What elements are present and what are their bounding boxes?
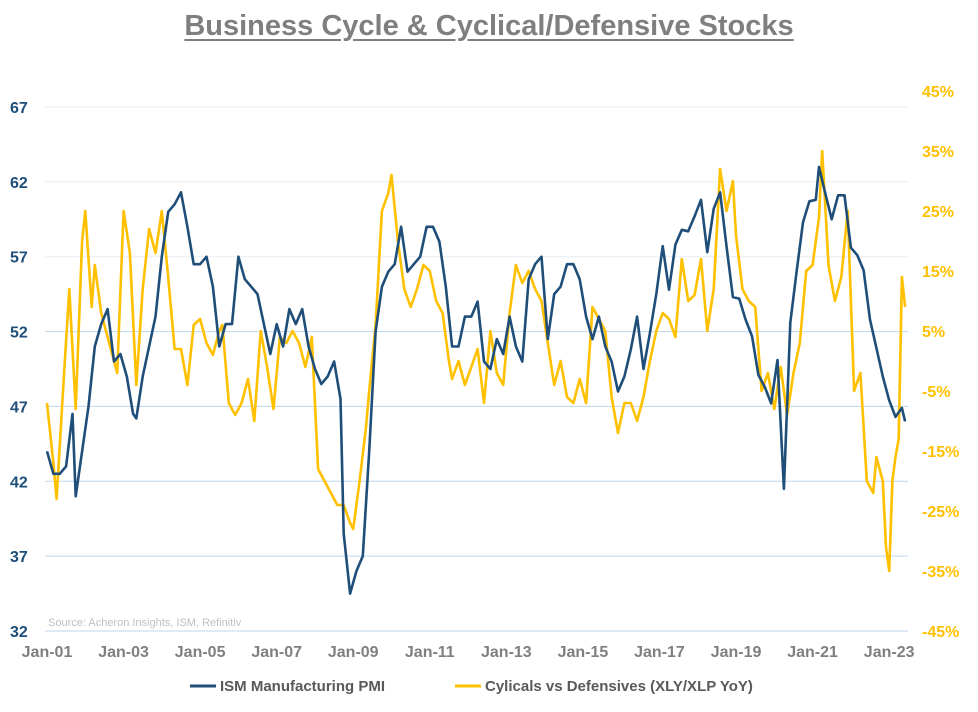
right-tick-label: -15% <box>922 444 959 461</box>
x-tick-label: Jan-23 <box>864 644 915 661</box>
series-line-1 <box>45 149 907 573</box>
left-tick-label: 32 <box>10 624 28 641</box>
legend-label: Cylicals vs Defensives (XLY/XLP YoY) <box>485 678 753 695</box>
right-tick-label: -35% <box>922 564 959 581</box>
legend: ISM Manufacturing PMI Cylicals vs Defensi… <box>190 678 753 695</box>
right-tick-label: 45% <box>922 84 954 101</box>
right-tick-label: 25% <box>922 204 954 221</box>
x-tick-label: Jan-15 <box>558 644 609 661</box>
chart-title: Business Cycle & Cyclical/Defensive Stoc… <box>184 10 794 42</box>
x-tick-label: Jan-21 <box>787 644 838 661</box>
series-lines <box>45 149 907 595</box>
x-tick-label: Jan-19 <box>711 644 762 661</box>
x-tick-label: Jan-07 <box>251 644 302 661</box>
right-tick-label: 5% <box>922 324 945 341</box>
x-tick-label: Jan-17 <box>634 644 685 661</box>
series-line-0 <box>45 165 907 595</box>
left-tick-label: 37 <box>10 549 28 566</box>
x-axis: Jan-01 Jan-03 Jan-05 Jan-07 Jan-09 Jan-11 Jan-… <box>22 644 915 661</box>
gridlines <box>45 106 908 632</box>
left-tick-label: 62 <box>10 175 28 192</box>
legend-label: ISM Manufacturing PMI <box>220 678 385 695</box>
left-tick-label: 52 <box>10 325 28 342</box>
x-tick-label: Jan-05 <box>175 644 226 661</box>
left-tick-label: 47 <box>10 399 28 416</box>
x-tick-label: Jan-09 <box>328 644 379 661</box>
right-tick-label: -45% <box>922 624 959 641</box>
left-tick-label: 42 <box>10 474 28 491</box>
x-tick-label: Jan-11 <box>405 644 455 661</box>
source-note: Source: Acheron Insights, ISM, Refinitiv <box>48 617 242 629</box>
left-tick-label: 67 <box>10 100 28 117</box>
right-tick-label: 15% <box>922 264 954 281</box>
right-tick-label: -25% <box>922 504 959 521</box>
right-tick-label: 35% <box>922 144 954 161</box>
left-tick-label: 57 <box>10 250 28 267</box>
left-axis: 67 62 57 52 47 42 37 32 <box>10 100 28 641</box>
x-tick-label: Jan-03 <box>98 644 149 661</box>
x-tick-label: Jan-01 <box>22 644 73 661</box>
right-axis: 45% 35% 25% 15% 5% -5% -15% -25% -35% -45% <box>922 84 959 641</box>
x-tick-label: Jan-13 <box>481 644 532 661</box>
right-tick-label: -5% <box>922 384 950 401</box>
